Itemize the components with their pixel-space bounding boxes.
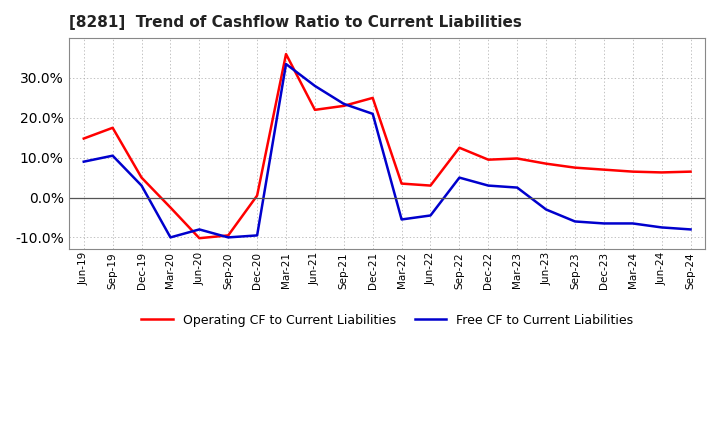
Free CF to Current Liabilities <box>541 207 550 212</box>
Line: Free CF to Current Liabilities: Free CF to Current Liabilities <box>84 64 690 238</box>
Operating CF to Current Liabilities <box>138 175 146 180</box>
Free CF to Current Liabilities <box>138 183 146 188</box>
Free CF to Current Liabilities <box>455 175 464 180</box>
Free CF to Current Liabilities <box>166 235 175 240</box>
Operating CF to Current Liabilities <box>657 170 666 175</box>
Operating CF to Current Liabilities <box>224 233 233 238</box>
Operating CF to Current Liabilities <box>79 136 88 141</box>
Free CF to Current Liabilities <box>513 185 521 190</box>
Operating CF to Current Liabilities <box>541 161 550 166</box>
Operating CF to Current Liabilities <box>166 205 175 210</box>
Operating CF to Current Liabilities <box>195 235 204 241</box>
Legend: Operating CF to Current Liabilities, Free CF to Current Liabilities: Operating CF to Current Liabilities, Fre… <box>136 309 638 332</box>
Free CF to Current Liabilities <box>657 225 666 230</box>
Operating CF to Current Liabilities <box>629 169 637 174</box>
Operating CF to Current Liabilities <box>571 165 580 170</box>
Operating CF to Current Liabilities <box>600 167 608 172</box>
Free CF to Current Liabilities <box>224 235 233 240</box>
Operating CF to Current Liabilities <box>108 125 117 130</box>
Text: [8281]  Trend of Cashflow Ratio to Current Liabilities: [8281] Trend of Cashflow Ratio to Curren… <box>69 15 522 30</box>
Operating CF to Current Liabilities <box>397 181 406 186</box>
Free CF to Current Liabilities <box>426 213 435 218</box>
Free CF to Current Liabilities <box>195 227 204 232</box>
Free CF to Current Liabilities <box>282 61 290 66</box>
Operating CF to Current Liabilities <box>426 183 435 188</box>
Free CF to Current Liabilities <box>369 111 377 117</box>
Operating CF to Current Liabilities <box>282 51 290 57</box>
Free CF to Current Liabilities <box>484 183 492 188</box>
Operating CF to Current Liabilities <box>513 156 521 161</box>
Free CF to Current Liabilities <box>397 217 406 222</box>
Free CF to Current Liabilities <box>340 101 348 106</box>
Free CF to Current Liabilities <box>600 221 608 226</box>
Operating CF to Current Liabilities <box>310 107 319 113</box>
Free CF to Current Liabilities <box>629 221 637 226</box>
Free CF to Current Liabilities <box>310 83 319 88</box>
Free CF to Current Liabilities <box>79 159 88 164</box>
Operating CF to Current Liabilities <box>686 169 695 174</box>
Free CF to Current Liabilities <box>108 153 117 158</box>
Operating CF to Current Liabilities <box>369 95 377 100</box>
Operating CF to Current Liabilities <box>253 193 261 198</box>
Free CF to Current Liabilities <box>686 227 695 232</box>
Operating CF to Current Liabilities <box>455 145 464 150</box>
Line: Operating CF to Current Liabilities: Operating CF to Current Liabilities <box>84 54 690 238</box>
Operating CF to Current Liabilities <box>340 103 348 109</box>
Free CF to Current Liabilities <box>571 219 580 224</box>
Operating CF to Current Liabilities <box>484 157 492 162</box>
Free CF to Current Liabilities <box>253 233 261 238</box>
